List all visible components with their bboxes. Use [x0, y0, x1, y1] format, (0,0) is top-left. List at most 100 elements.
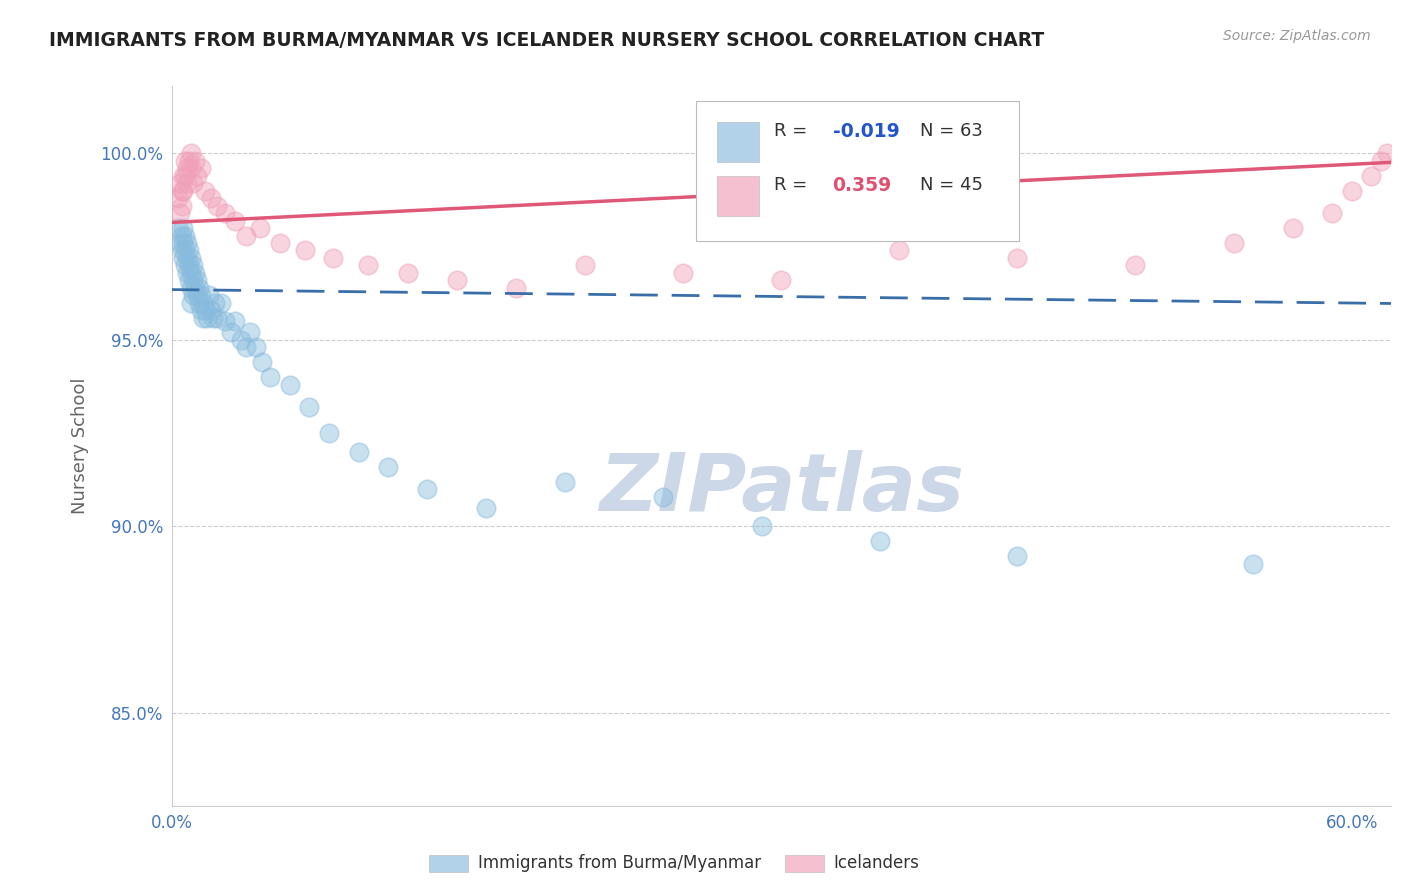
Point: [1007, 251, 1029, 265]
Point: [174, 258, 197, 272]
Point: [180, 146, 202, 161]
Point: [169, 177, 191, 191]
Point: [1369, 153, 1392, 168]
Point: [1360, 169, 1382, 183]
Point: [1281, 221, 1303, 235]
Point: [475, 500, 498, 515]
Point: [181, 258, 204, 272]
Point: [224, 213, 246, 227]
Point: [170, 184, 193, 198]
Point: [186, 273, 208, 287]
Point: [294, 244, 316, 258]
Point: [1340, 184, 1362, 198]
Point: [170, 228, 193, 243]
Point: [170, 244, 193, 258]
Text: N = 63: N = 63: [921, 122, 983, 140]
Text: Source: ZipAtlas.com: Source: ZipAtlas.com: [1223, 29, 1371, 43]
Point: [176, 251, 198, 265]
Point: [174, 153, 197, 168]
Point: [357, 258, 380, 272]
Text: R =: R =: [775, 122, 813, 140]
Point: [1241, 557, 1264, 571]
Text: -0.019: -0.019: [832, 122, 900, 141]
Text: Immigrants from Burma/Myanmar: Immigrants from Burma/Myanmar: [478, 855, 761, 872]
Point: [201, 310, 224, 325]
Point: [347, 445, 370, 459]
Point: [179, 244, 201, 258]
Point: [889, 244, 911, 258]
Text: IMMIGRANTS FROM BURMA/MYANMAR VS ICELANDER NURSERY SCHOOL CORRELATION CHART: IMMIGRANTS FROM BURMA/MYANMAR VS ICELAND…: [49, 31, 1045, 50]
Point: [1376, 146, 1399, 161]
Point: [173, 251, 195, 265]
Point: [1320, 206, 1343, 220]
Point: [416, 482, 439, 496]
Point: [181, 177, 204, 191]
Point: [190, 161, 212, 176]
Point: [184, 266, 207, 280]
Point: [446, 273, 468, 287]
Point: [396, 266, 419, 280]
Point: [169, 235, 191, 250]
Point: [205, 199, 228, 213]
Point: [250, 355, 273, 369]
Point: [751, 519, 773, 533]
Point: [235, 340, 257, 354]
Point: [179, 258, 201, 272]
Point: [322, 251, 344, 265]
Point: [278, 377, 301, 392]
Point: [176, 177, 198, 191]
Bar: [717, 122, 759, 162]
Point: [770, 273, 793, 287]
Point: [181, 273, 204, 287]
Point: [200, 191, 222, 205]
Point: [298, 400, 321, 414]
Point: [191, 295, 214, 310]
Point: [179, 153, 201, 168]
Point: [209, 295, 232, 310]
Point: [198, 288, 221, 302]
Point: [184, 153, 207, 168]
Point: [188, 281, 211, 295]
Point: [245, 340, 267, 354]
Point: [170, 199, 193, 213]
Point: [180, 295, 202, 310]
Text: N = 45: N = 45: [921, 177, 983, 194]
Point: [195, 310, 218, 325]
Point: [184, 281, 207, 295]
Point: [181, 288, 204, 302]
Point: [180, 161, 202, 176]
Point: [190, 288, 212, 302]
Point: [377, 459, 399, 474]
Y-axis label: Nursery School: Nursery School: [72, 378, 89, 515]
Point: [1222, 235, 1244, 250]
Point: [176, 161, 198, 176]
Point: [269, 235, 291, 250]
Point: [224, 314, 246, 328]
Point: [186, 169, 208, 183]
Point: [204, 295, 226, 310]
Point: [166, 221, 188, 235]
FancyBboxPatch shape: [696, 101, 1019, 241]
Point: [318, 426, 340, 441]
Point: [869, 534, 891, 549]
Point: [174, 244, 197, 258]
Point: [239, 326, 262, 340]
Point: [188, 295, 211, 310]
Point: [214, 206, 236, 220]
Point: [180, 281, 202, 295]
Point: [179, 273, 201, 287]
Point: [190, 303, 212, 318]
Point: [180, 266, 202, 280]
Point: [249, 221, 271, 235]
Point: [194, 303, 217, 318]
Point: [176, 266, 198, 280]
Point: [574, 258, 596, 272]
Point: [235, 228, 257, 243]
Text: ZIPatlas: ZIPatlas: [599, 450, 965, 528]
Point: [194, 184, 217, 198]
Point: [176, 235, 198, 250]
Point: [554, 475, 576, 489]
Point: [205, 310, 228, 325]
Point: [200, 303, 222, 318]
Point: [214, 314, 236, 328]
